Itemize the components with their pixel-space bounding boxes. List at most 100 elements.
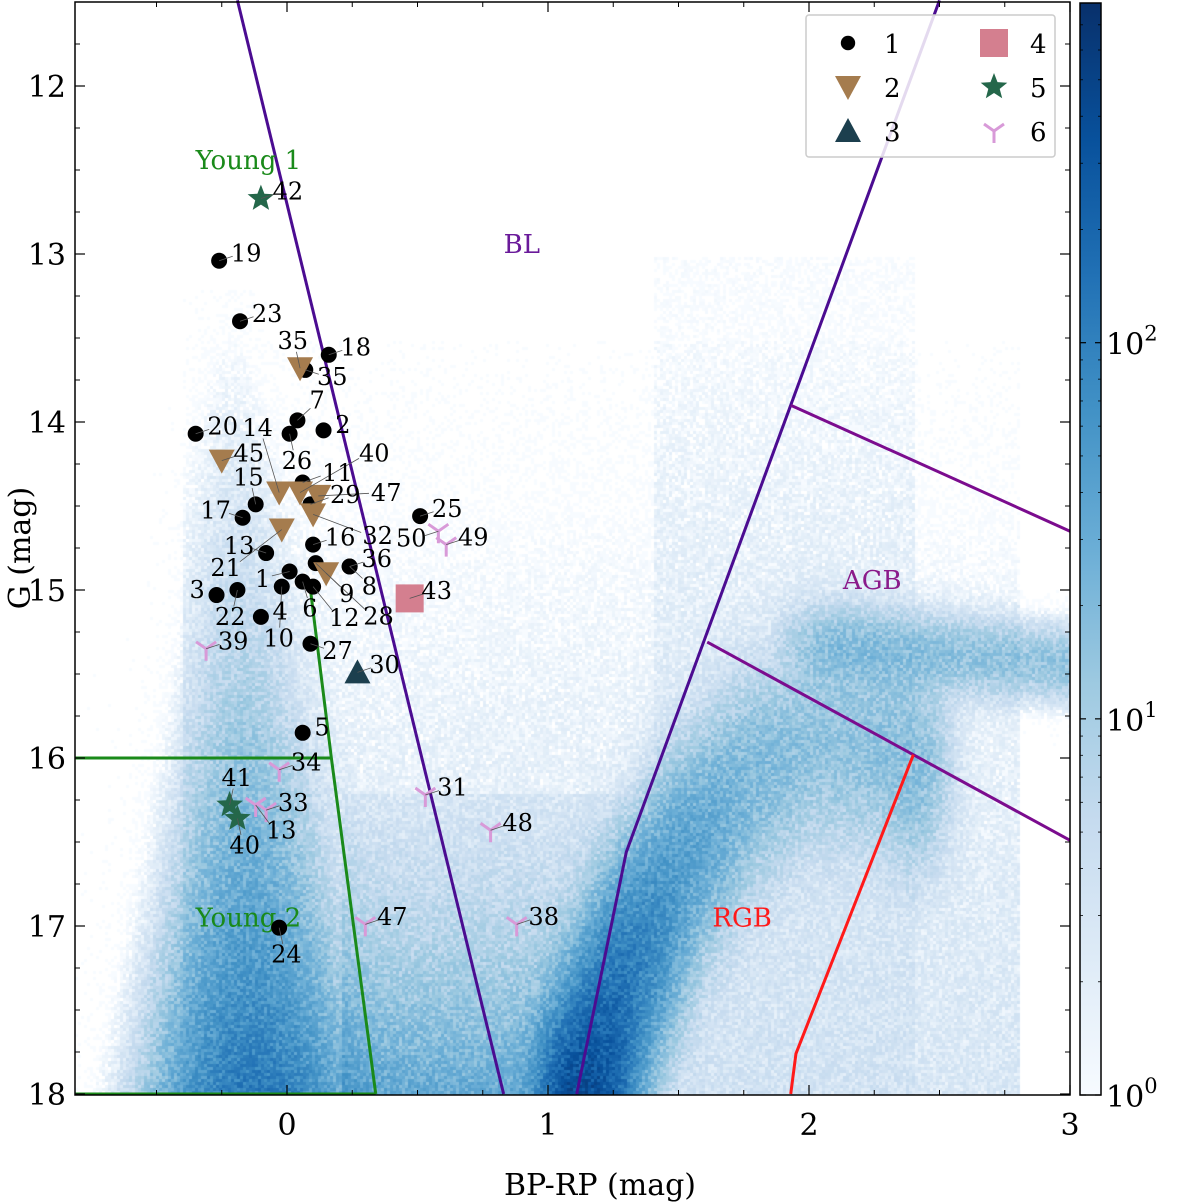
point-label: 11 bbox=[322, 459, 353, 487]
label-leader-line bbox=[302, 581, 308, 599]
legend: 1 2 3 4 5 6 bbox=[805, 14, 1056, 158]
point-label: 24 bbox=[271, 941, 302, 969]
legend-marker-tri-y bbox=[983, 122, 1005, 143]
label-leader-line bbox=[305, 369, 319, 375]
label-leader-line bbox=[302, 475, 321, 483]
legend-marker-circle bbox=[840, 35, 856, 51]
point-label: 26 bbox=[282, 447, 313, 475]
point-label: 10 bbox=[263, 625, 294, 653]
label-leader-line bbox=[425, 790, 440, 796]
label-leader-line bbox=[312, 514, 362, 533]
y-tick-label: 15 bbox=[28, 574, 66, 609]
point-label: 35 bbox=[317, 363, 348, 391]
density-heatmap bbox=[75, 2, 1070, 1095]
point-label: 7 bbox=[310, 387, 325, 415]
point-label: 28 bbox=[363, 603, 394, 631]
point-label: 13 bbox=[266, 817, 297, 845]
point-label: 25 bbox=[432, 495, 463, 523]
label-leader-line bbox=[310, 497, 329, 505]
label-leader-line bbox=[318, 492, 370, 497]
point-label: 14 bbox=[242, 414, 273, 442]
region-label: BL bbox=[504, 230, 540, 260]
point-label: 47 bbox=[371, 479, 402, 507]
point-label: 30 bbox=[369, 651, 400, 679]
y-axis-label: G (mag) bbox=[3, 487, 38, 609]
x-tick-label: 3 bbox=[1060, 1108, 1079, 1143]
label-leader-line bbox=[228, 513, 243, 519]
boundary-line-5 bbox=[309, 589, 378, 1095]
point-label: 38 bbox=[528, 903, 559, 931]
legend-marker-triangle-up bbox=[835, 118, 861, 142]
label-leader-lines bbox=[195, 193, 531, 945]
point-label: 48 bbox=[502, 809, 533, 837]
label-leader-line bbox=[325, 572, 366, 610]
label-leader-line bbox=[419, 511, 434, 517]
y-tick-label: 12 bbox=[28, 70, 66, 105]
point-label: 42 bbox=[273, 177, 304, 205]
point-class2-40 bbox=[287, 481, 314, 506]
label-leader-line bbox=[239, 316, 254, 322]
colorbar bbox=[1079, 2, 1102, 1096]
point-label: 41 bbox=[222, 764, 253, 792]
point-class6-38 bbox=[505, 916, 528, 937]
point-label: 29 bbox=[330, 481, 361, 509]
label-leader-line bbox=[229, 788, 234, 806]
label-leader-line bbox=[409, 593, 424, 599]
legend-label: 3 bbox=[884, 118, 901, 148]
colorbar-ticks: 100 101 102 bbox=[1080, 2, 1158, 1115]
label-leader-line bbox=[296, 351, 301, 369]
label-leader-line bbox=[252, 548, 267, 554]
label-leader-line bbox=[219, 255, 233, 262]
point-label: 32 bbox=[362, 522, 393, 550]
y-tick-label: 17 bbox=[28, 910, 66, 945]
point-class3-30 bbox=[344, 659, 371, 684]
boundary-line-3 bbox=[706, 640, 1071, 842]
point-label: 19 bbox=[231, 240, 262, 268]
point-label: 49 bbox=[458, 523, 489, 551]
point-class6-50 bbox=[427, 522, 450, 544]
point-label: 12 bbox=[329, 604, 360, 632]
point-label: 5 bbox=[314, 714, 329, 742]
legend-label: 2 bbox=[884, 74, 901, 104]
label-leader-line bbox=[279, 765, 293, 771]
boundary-line-1 bbox=[575, 0, 941, 1095]
label-leader-line bbox=[205, 644, 220, 650]
label-leader-line bbox=[233, 589, 238, 607]
point-label: 2 bbox=[335, 411, 350, 439]
point-label: 3 bbox=[190, 576, 205, 604]
label-leader-line bbox=[424, 530, 439, 536]
label-leader-line bbox=[312, 586, 333, 611]
point-label: 36 bbox=[361, 545, 392, 573]
point-label: 33 bbox=[278, 789, 309, 817]
point-label: 40 bbox=[359, 439, 390, 467]
label-leader-line bbox=[251, 487, 257, 505]
point-label: 17 bbox=[200, 497, 231, 525]
point-label: 13 bbox=[224, 532, 255, 560]
label-leader-line bbox=[299, 458, 360, 493]
legend-marker-square bbox=[980, 29, 1008, 57]
label-leader-line bbox=[265, 805, 280, 811]
label-leader-line bbox=[260, 193, 275, 199]
label-leader-line bbox=[195, 429, 210, 435]
point-class1-3 bbox=[208, 587, 225, 604]
point-label: 22 bbox=[215, 603, 246, 631]
x-tick-label: 2 bbox=[799, 1108, 818, 1143]
legend-label: 6 bbox=[1030, 118, 1047, 148]
point-class2-47 bbox=[305, 484, 332, 509]
colorbar-tick-label: 100 bbox=[1106, 1074, 1158, 1115]
colorbar-tick-label: 101 bbox=[1106, 698, 1158, 739]
point-class2-45 bbox=[208, 449, 235, 474]
label-leader-line bbox=[310, 643, 325, 649]
point-class1-4 bbox=[252, 608, 269, 625]
point-label: 50 bbox=[396, 524, 427, 552]
point-label: 18 bbox=[341, 334, 372, 362]
y-tick-label: 16 bbox=[28, 742, 66, 777]
label-leader-line bbox=[312, 539, 327, 546]
point-class6-49 bbox=[435, 536, 458, 557]
boundary-line-4 bbox=[789, 754, 915, 1095]
x-tick-label: 1 bbox=[538, 1108, 557, 1143]
point-label: 20 bbox=[207, 413, 238, 441]
point-label: 21 bbox=[210, 554, 241, 582]
point-label: 8 bbox=[362, 572, 377, 600]
